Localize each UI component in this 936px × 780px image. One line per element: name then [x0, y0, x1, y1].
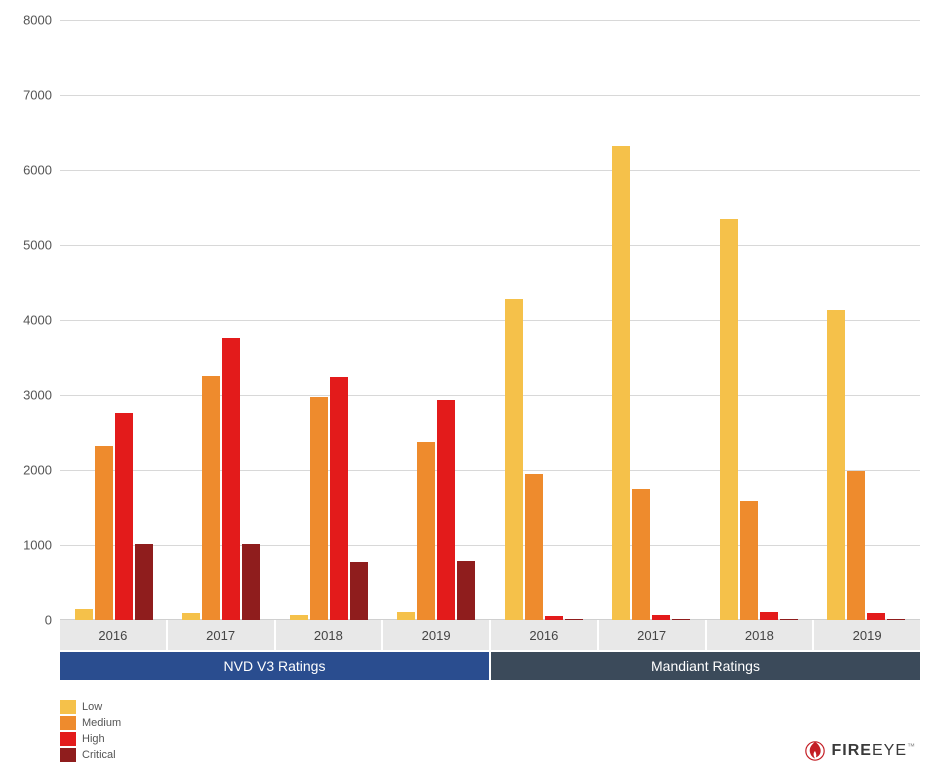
- legend-swatch: [60, 716, 76, 730]
- bar-medium: [740, 501, 758, 620]
- legend-label: Low: [82, 701, 102, 713]
- xaxis-year-row: 20162017201820192016201720182019: [60, 620, 920, 650]
- bar-medium: [202, 376, 220, 620]
- ytick-label: 7000: [0, 88, 52, 103]
- year-label: 2017: [599, 620, 707, 650]
- bar-critical: [135, 544, 153, 621]
- ytick-label: 0: [0, 613, 52, 628]
- bar-low: [827, 310, 845, 621]
- legend-item-low: Low: [60, 700, 121, 714]
- legend-swatch: [60, 748, 76, 762]
- legend-swatch: [60, 732, 76, 746]
- bar-low: [182, 613, 200, 620]
- bar-low: [505, 299, 523, 620]
- year-label: 2016: [491, 620, 599, 650]
- year-label: 2017: [168, 620, 276, 650]
- bar-medium: [310, 397, 328, 620]
- xaxis-group-row: NVD V3 RatingsMandiant Ratings: [60, 652, 920, 680]
- bar-high: [867, 613, 885, 621]
- bar-high: [330, 377, 348, 620]
- legend-label: Medium: [82, 717, 121, 729]
- fireeye-logo: FIREEYE™: [804, 740, 916, 762]
- legend-swatch: [60, 700, 76, 714]
- bar-low: [720, 219, 738, 620]
- bar-high: [437, 400, 455, 621]
- bar-critical: [457, 561, 475, 620]
- year-label: 2016: [60, 620, 168, 650]
- bar-high: [760, 612, 778, 620]
- legend-item-critical: Critical: [60, 748, 121, 762]
- bar-high: [115, 413, 133, 620]
- bar-medium: [847, 471, 865, 620]
- legend-item-medium: Medium: [60, 716, 121, 730]
- brand-text: FIREEYE™: [832, 742, 916, 760]
- bar-critical: [242, 544, 260, 621]
- legend-label: Critical: [82, 749, 116, 761]
- ytick-label: 3000: [0, 388, 52, 403]
- bars-layer: [60, 20, 920, 620]
- ytick-label: 5000: [0, 238, 52, 253]
- bar-medium: [417, 442, 435, 621]
- fireeye-flame-icon: [804, 740, 826, 762]
- year-label: 2019: [383, 620, 491, 650]
- bar-medium: [632, 489, 650, 620]
- bar-medium: [525, 474, 543, 620]
- vulnerability-ratings-chart: 20162017201820192016201720182019 NVD V3 …: [60, 20, 920, 650]
- legend: Low Medium High Critical: [60, 700, 121, 764]
- group-label: NVD V3 Ratings: [60, 652, 491, 680]
- ytick-label: 6000: [0, 163, 52, 178]
- plot-area: [60, 20, 920, 620]
- bar-high: [222, 338, 240, 620]
- year-label: 2018: [276, 620, 384, 650]
- year-label: 2018: [707, 620, 815, 650]
- ytick-label: 2000: [0, 463, 52, 478]
- bar-medium: [95, 446, 113, 620]
- year-label: 2019: [814, 620, 920, 650]
- bar-low: [397, 612, 415, 620]
- ytick-label: 4000: [0, 313, 52, 328]
- group-label: Mandiant Ratings: [491, 652, 920, 680]
- ytick-label: 8000: [0, 13, 52, 28]
- bar-critical: [350, 562, 368, 620]
- ytick-label: 1000: [0, 538, 52, 553]
- legend-label: High: [82, 733, 105, 745]
- legend-item-high: High: [60, 732, 121, 746]
- bar-low: [75, 609, 93, 620]
- bar-low: [612, 146, 630, 620]
